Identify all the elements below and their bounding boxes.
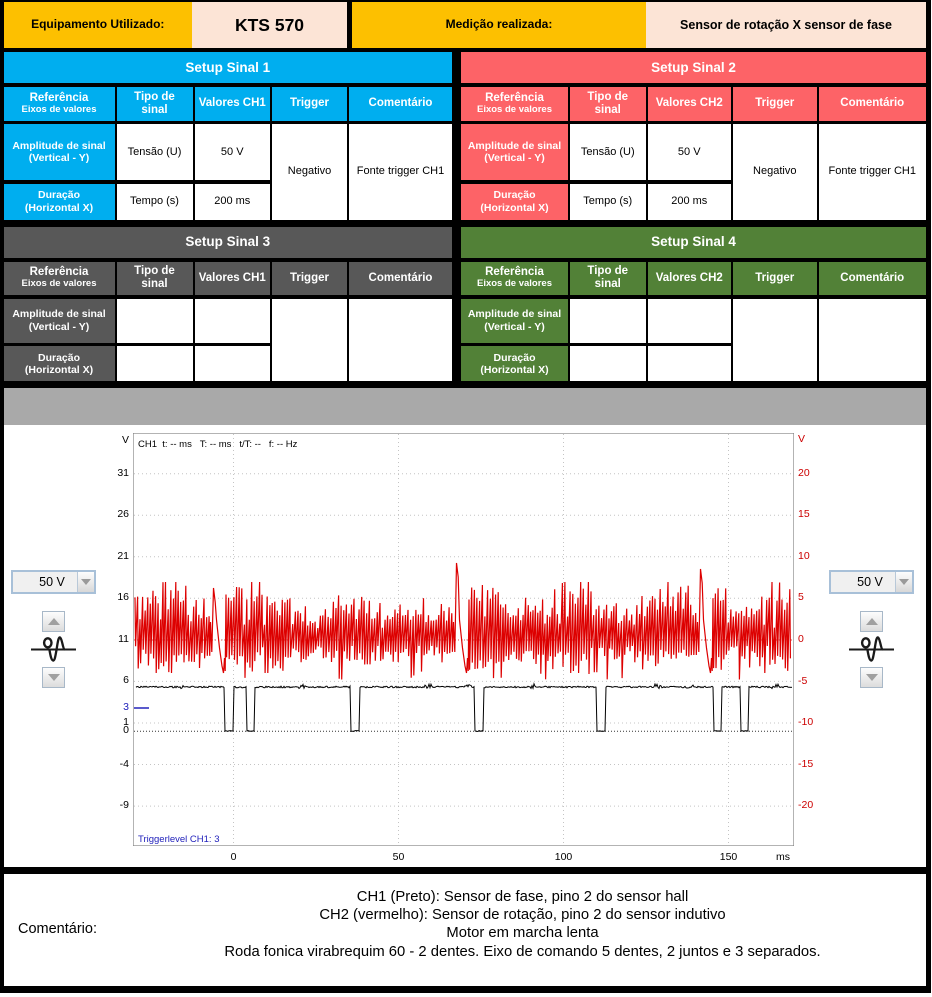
svg-text:CH1 t: -- ms T: -- ms t/T: CH1 t: -- ms T: -- ms t/T: -- f: -- Hz bbox=[138, 439, 298, 450]
svg-text:Triggerlevel CH1: 3: Triggerlevel CH1: 3 bbox=[138, 834, 219, 845]
